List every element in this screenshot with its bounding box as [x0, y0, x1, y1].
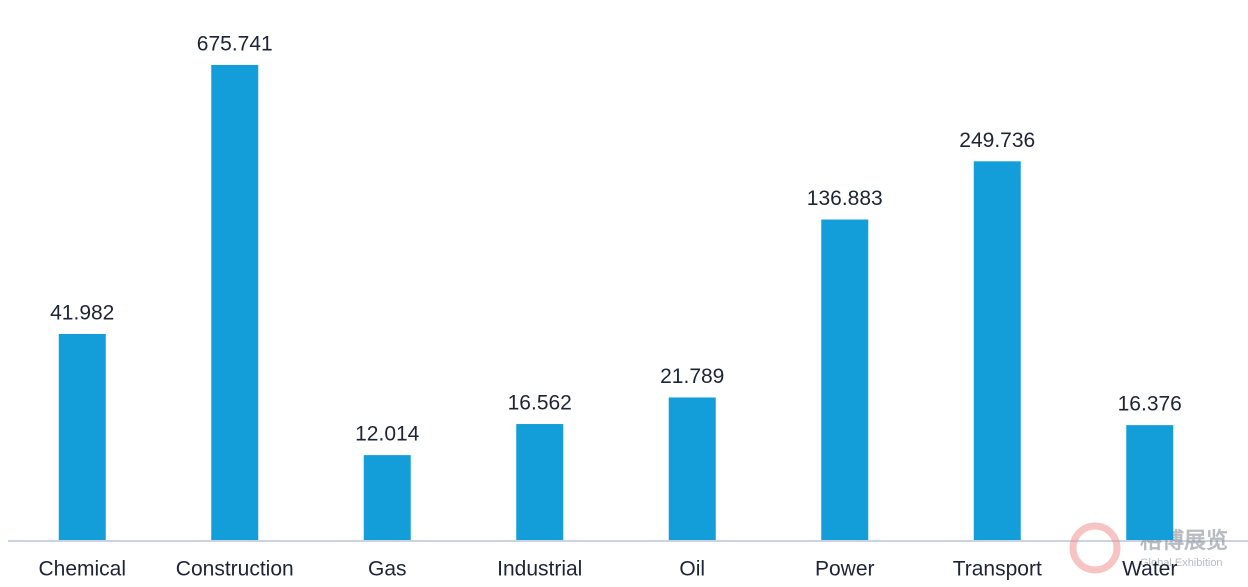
- value-label: 249.736: [959, 129, 1035, 152]
- bar: [973, 161, 1021, 540]
- watermark-logo: [1069, 522, 1121, 574]
- bar: [821, 219, 869, 540]
- bar: [58, 333, 106, 540]
- bar: [668, 397, 716, 540]
- value-label: 21.789: [660, 365, 724, 388]
- value-label: 12.014: [355, 423, 420, 446]
- x-tick-label: Water: [1122, 558, 1177, 581]
- value-label: 675.741: [197, 32, 273, 55]
- x-tick-label: Power: [815, 558, 875, 581]
- value-label: 16.562: [508, 392, 572, 415]
- bar: [1126, 425, 1174, 540]
- bar: [363, 455, 411, 540]
- x-tick-label: Gas: [368, 558, 407, 581]
- value-label: 136.883: [807, 187, 883, 210]
- x-tick-label: Industrial: [497, 558, 582, 581]
- watermark-subtitle: Global Exhibition: [1140, 557, 1223, 569]
- value-label: 41.982: [50, 302, 114, 325]
- x-tick-label: Chemical: [38, 558, 126, 581]
- x-tick-label: Oil: [679, 558, 705, 581]
- bar: [211, 64, 259, 541]
- x-tick-label: Construction: [176, 558, 294, 581]
- value-label: 16.376: [1118, 393, 1182, 416]
- bar: [516, 424, 564, 540]
- x-tick-label: Transport: [953, 558, 1042, 581]
